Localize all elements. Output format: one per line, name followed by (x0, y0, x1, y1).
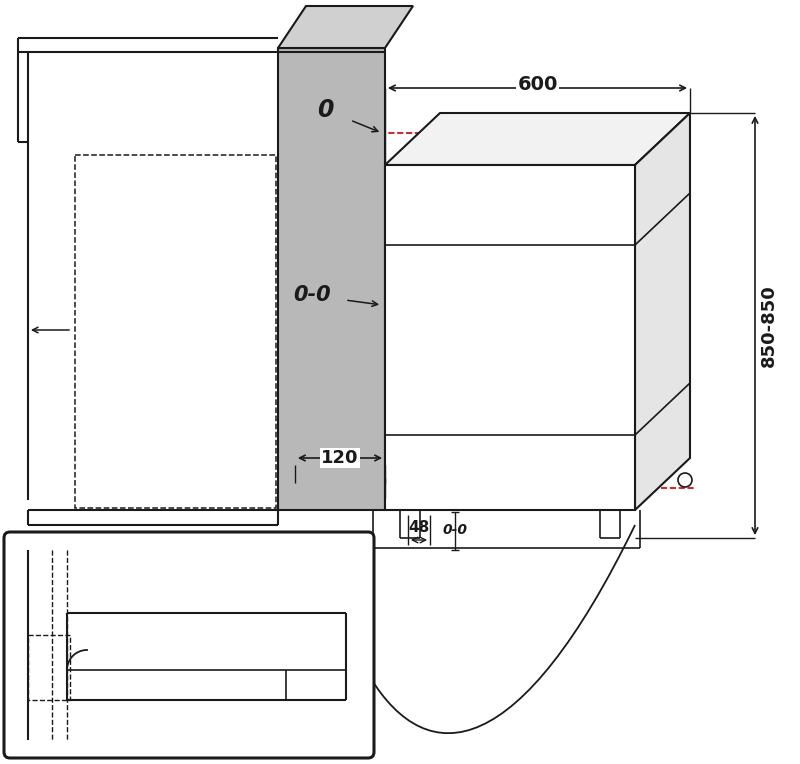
Polygon shape (278, 48, 385, 510)
Text: 120: 120 (322, 449, 358, 467)
FancyBboxPatch shape (4, 532, 374, 758)
Text: 48: 48 (408, 520, 430, 535)
Text: 572.5: 572.5 (176, 633, 238, 652)
Polygon shape (385, 113, 690, 165)
Text: 0-0: 0-0 (442, 523, 467, 537)
Polygon shape (385, 165, 635, 510)
Text: 0-0: 0-0 (293, 285, 331, 305)
Text: 850-850: 850-850 (760, 284, 778, 367)
Polygon shape (635, 113, 690, 510)
Text: 600: 600 (518, 76, 558, 95)
Polygon shape (278, 6, 413, 48)
Text: 0: 0 (317, 98, 334, 122)
